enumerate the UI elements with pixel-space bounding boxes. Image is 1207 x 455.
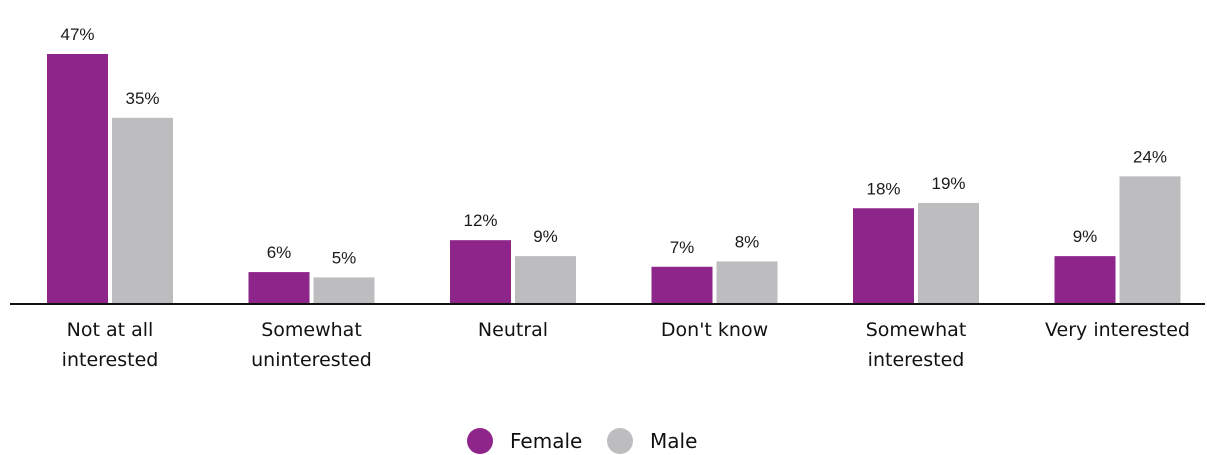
category-label-4-line-1: interested — [868, 349, 965, 371]
bar-female-1 — [248, 272, 310, 304]
bar-female-2 — [450, 240, 511, 304]
value-label-male-5: 24% — [1133, 147, 1167, 166]
bar-male-3 — [716, 261, 778, 304]
bar-male-0 — [112, 117, 173, 304]
value-label-female-0: 47% — [60, 25, 94, 44]
category-label-1-line-1: uninterested — [251, 349, 372, 371]
category-labels-layer: Not at all interested Somewhat uninterested… — [62, 319, 1190, 371]
value-labels-layer: 47% 35% 6% 5% 12% 9% 7% 8% 18% 19% 9% 24% — [60, 25, 1167, 267]
value-label-male-0: 35% — [125, 89, 159, 108]
category-label-5-line-0: Very interested — [1045, 319, 1190, 341]
legend-label-male: Male — [650, 429, 697, 453]
bar-female-4 — [853, 208, 914, 304]
value-label-male-4: 19% — [931, 174, 965, 193]
category-label-0-line-0: Not at all — [67, 319, 154, 341]
bar-male-4 — [918, 202, 979, 304]
category-label-4-line-0: Somewhat — [866, 319, 967, 341]
category-label-3-line-0: Don't know — [661, 319, 768, 341]
legend: Female Male — [467, 428, 697, 454]
bars-layer — [47, 54, 1181, 304]
legend-swatch-male — [607, 428, 633, 454]
value-label-female-3: 7% — [670, 238, 695, 257]
value-label-female-4: 18% — [866, 179, 900, 198]
value-label-female-1: 6% — [267, 243, 292, 262]
bar-female-3 — [651, 266, 713, 304]
bar-female-5 — [1054, 256, 1116, 304]
category-label-0-line-1: interested — [62, 349, 159, 371]
category-label-2-line-0: Neutral — [478, 319, 548, 341]
value-label-female-2: 12% — [463, 211, 497, 230]
bar-female-0 — [47, 54, 108, 304]
bar-male-1 — [313, 277, 375, 304]
category-label-1-line-0: Somewhat — [261, 319, 362, 341]
legend-label-female: Female — [510, 429, 582, 453]
bar-male-2 — [515, 256, 576, 304]
value-label-male-2: 9% — [533, 227, 558, 246]
legend-swatch-female — [467, 428, 493, 454]
value-label-male-3: 8% — [735, 232, 760, 251]
bar-male-5 — [1119, 176, 1181, 304]
value-label-female-5: 9% — [1073, 227, 1098, 246]
value-label-male-1: 5% — [332, 248, 357, 267]
